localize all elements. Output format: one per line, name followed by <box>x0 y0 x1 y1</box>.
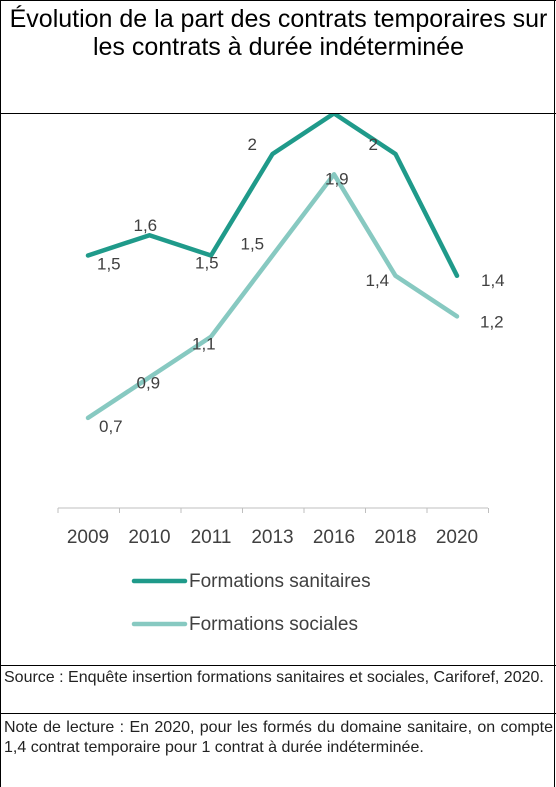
data-label: 2 <box>248 135 257 154</box>
data-label: 1,4 <box>481 271 505 290</box>
x-tick-label: 2013 <box>251 527 293 548</box>
data-labels: 1,51,61,522,221,40,70,91,11,51,91,41,2 <box>97 94 505 436</box>
x-axis: 2009 2010 2011 2013 2016 2018 2020 <box>57 507 489 548</box>
chart-title: Évolution de la part des contrats tempor… <box>1 0 556 114</box>
chart-area: 2009 2010 2011 2013 2016 2018 2020 1,5 1,6 1,5 2 2… <box>1 94 556 665</box>
data-label: 1,6 <box>134 216 158 235</box>
line-chart: 2009 2010 2011 2013 2016 2018 2020 1,5 1,6 1,5 2 2… <box>57 94 505 635</box>
x-tick-label: 2018 <box>374 527 416 548</box>
data-label: 0,9 <box>137 373 161 392</box>
data-label: 0,7 <box>99 417 123 436</box>
data-label: 1,4 <box>366 271 390 290</box>
data-label: 1,5 <box>195 254 219 273</box>
x-tick-label: 2020 <box>436 527 478 548</box>
series-line-sanitaires <box>85 111 460 279</box>
data-label: 2 <box>369 135 378 154</box>
data-label: 1,1 <box>192 335 216 354</box>
data-label: 1,5 <box>97 255 121 274</box>
data-label: 1,2 <box>480 312 504 331</box>
x-tick-label: 2011 <box>191 527 232 548</box>
series-lines <box>85 111 460 421</box>
legend-label: Formations sanitaires <box>189 571 371 592</box>
x-tick-label: 2009 <box>67 527 109 548</box>
data-label: 1,9 <box>325 169 349 188</box>
reading-note: Note de lecture : En 2020, pour les form… <box>4 719 553 756</box>
legend-label: Formations sociales <box>189 614 358 635</box>
legend: Formations sanitaires Formations sociales <box>131 571 371 635</box>
x-tick-label: 2016 <box>313 527 355 548</box>
x-tick-label: 2010 <box>128 527 170 548</box>
data-label: 1,5 <box>241 235 265 254</box>
source-note: Source : Enquête insertion formations sa… <box>1 665 556 714</box>
